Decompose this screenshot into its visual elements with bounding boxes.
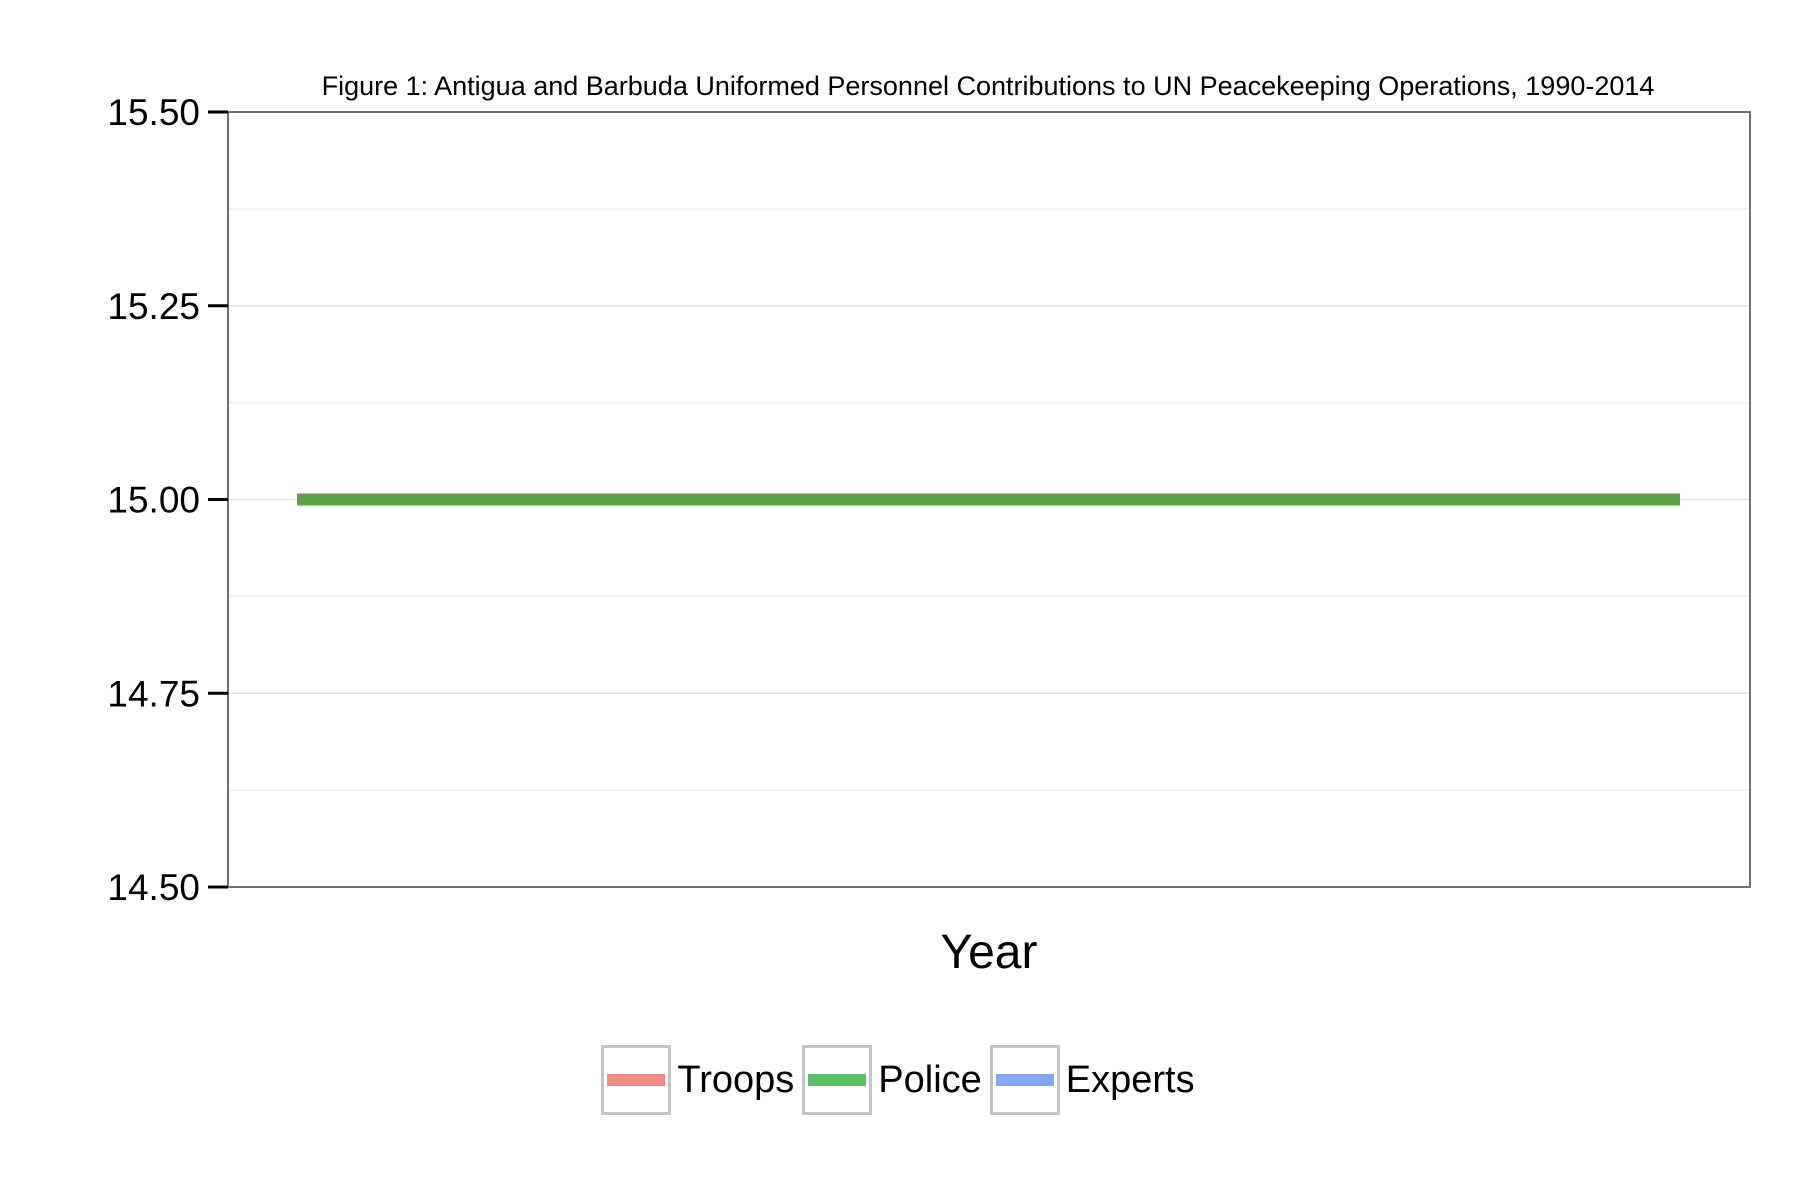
legend-item-experts: Experts xyxy=(989,1045,1199,1115)
legend-item-troops: Troops xyxy=(601,1045,798,1115)
legend-key xyxy=(989,1045,1060,1115)
y-tick-label: 14.75 xyxy=(107,673,200,714)
legend-key xyxy=(601,1045,672,1115)
legend-swatch xyxy=(995,1074,1054,1086)
y-axis: 14.50 14.75 15.00 15.25 15.50 xyxy=(107,92,228,908)
y-tick-label: 14.50 xyxy=(107,867,200,908)
chart-title: Figure 1: Antigua and Barbuda Uniformed … xyxy=(322,71,1655,101)
y-tick-label: 15.00 xyxy=(107,480,200,521)
legend-key xyxy=(802,1045,873,1115)
chart: Figure 1: Antigua and Barbuda Uniformed … xyxy=(107,71,1751,979)
legend-swatch xyxy=(607,1074,666,1086)
legend: Troops Police Experts xyxy=(0,1040,1800,1120)
legend-label: Troops xyxy=(677,1058,795,1101)
legend-swatch xyxy=(808,1074,867,1086)
y-tick-label: 15.25 xyxy=(107,286,200,327)
legend-label: Experts xyxy=(1065,1058,1195,1101)
legend-item-police: Police xyxy=(802,1045,986,1115)
legend-label: Police xyxy=(878,1058,982,1101)
y-tick-label: 15.50 xyxy=(107,92,200,133)
x-axis-label: Year xyxy=(941,926,1038,979)
